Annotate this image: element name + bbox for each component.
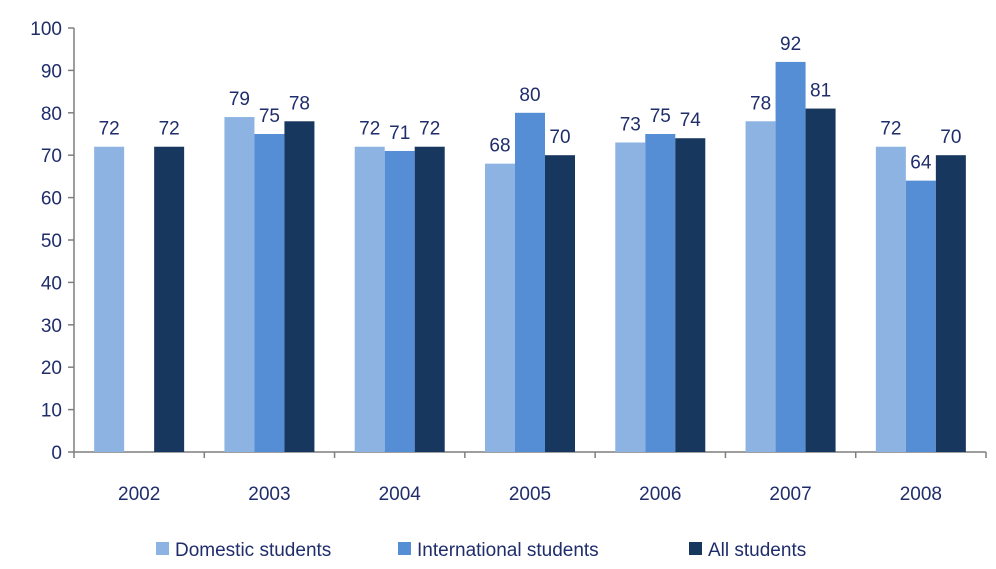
data-label: 92 xyxy=(780,34,801,55)
data-label: 70 xyxy=(940,127,961,148)
data-label: 75 xyxy=(650,106,671,127)
bar xyxy=(905,180,936,452)
data-label: 72 xyxy=(99,119,120,140)
y-tick-label: 30 xyxy=(41,316,62,337)
x-tick-label: 2002 xyxy=(118,484,160,505)
x-tick-label: 2003 xyxy=(248,484,290,505)
data-label: 68 xyxy=(489,136,510,157)
bar xyxy=(94,146,125,452)
bar xyxy=(935,155,966,452)
bar xyxy=(545,155,575,452)
data-label: 74 xyxy=(680,110,702,131)
legend: Domestic students International students A… xyxy=(156,540,806,561)
bar xyxy=(875,146,906,452)
y-tick-label: 10 xyxy=(41,401,62,422)
x-tick-label: 2004 xyxy=(379,484,422,505)
data-label: 81 xyxy=(810,81,831,102)
x-tick-label: 2008 xyxy=(900,484,942,505)
y-axis: 0 10 20 30 40 50 60 70 80 90 100 xyxy=(30,19,75,464)
x-axis: 2002 2003 2004 2005 2006 2007 2008 xyxy=(73,451,987,505)
bar xyxy=(154,146,185,452)
bar xyxy=(384,150,415,452)
bar xyxy=(745,121,776,452)
bar xyxy=(224,117,255,452)
y-tick-label: 50 xyxy=(41,231,62,252)
legend-swatch xyxy=(156,542,169,555)
legend-label: International students xyxy=(417,540,599,561)
data-label: 72 xyxy=(880,119,901,140)
data-label: 70 xyxy=(549,127,570,148)
x-tick-label: 2007 xyxy=(769,484,811,505)
data-label: 79 xyxy=(229,89,250,110)
y-tick-label: 70 xyxy=(41,146,62,167)
legend-swatch xyxy=(398,542,411,555)
y-tick-label: 90 xyxy=(41,61,62,82)
legend-label: Domestic students xyxy=(175,540,331,561)
bar xyxy=(775,61,806,453)
y-tick-label: 80 xyxy=(41,104,62,125)
data-label: 72 xyxy=(359,119,380,140)
data-label: 72 xyxy=(159,119,180,140)
bar xyxy=(515,112,545,453)
bar xyxy=(354,146,385,452)
y-tick-label: 60 xyxy=(41,189,62,210)
legend-swatch xyxy=(689,542,702,555)
y-tick-label: 20 xyxy=(41,358,62,379)
legend-label: All students xyxy=(708,540,806,561)
y-tick-label: 0 xyxy=(51,443,62,464)
data-label: 75 xyxy=(259,106,280,127)
y-tick-label: 40 xyxy=(41,273,62,294)
data-label: 71 xyxy=(389,123,410,144)
bar xyxy=(284,121,315,452)
data-label: 64 xyxy=(910,153,932,174)
bars xyxy=(94,61,966,453)
bar xyxy=(485,163,515,452)
data-label: 72 xyxy=(419,119,440,140)
data-label: 78 xyxy=(289,93,310,114)
x-tick-label: 2005 xyxy=(509,484,551,505)
y-tick-label: 100 xyxy=(30,19,62,40)
x-tick-label: 2006 xyxy=(639,484,681,505)
data-label: 73 xyxy=(620,114,641,135)
bar xyxy=(254,134,285,452)
bar xyxy=(414,146,445,452)
data-label: 80 xyxy=(519,85,540,106)
bar xyxy=(645,134,676,452)
bar xyxy=(675,138,706,453)
bar xyxy=(805,108,836,452)
bar xyxy=(615,142,646,453)
data-labels: 72 79 72 68 73 78 72 75 71 80 75 92 64 72 78 72 70 74 81 70 xyxy=(99,34,962,174)
data-label: 78 xyxy=(750,93,771,114)
